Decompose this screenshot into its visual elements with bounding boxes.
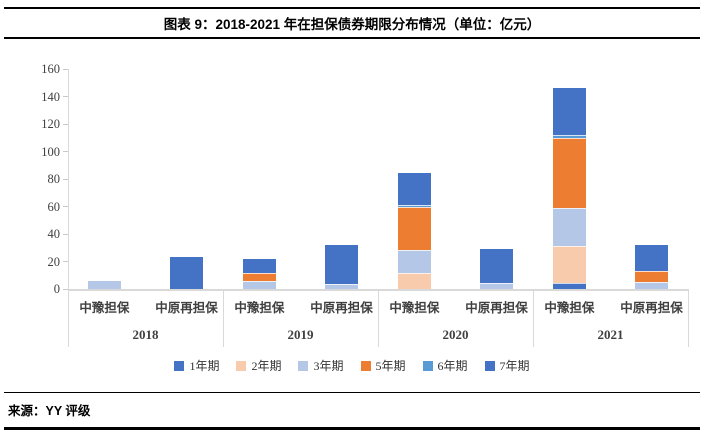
y-axis-tick-label: 20 — [47, 254, 61, 269]
x-category-label: 中豫担保 — [544, 301, 595, 315]
y-axis-tick-label: 60 — [47, 199, 61, 214]
y-axis-tick — [63, 123, 68, 125]
y-axis-tick — [63, 151, 68, 152]
legend-swatch-icon — [298, 360, 309, 371]
bar-segment-7年期 — [325, 245, 359, 284]
x-axis-group-divider — [378, 290, 379, 347]
x-year-label: 2021 — [597, 327, 624, 342]
bar-segment-2年期 — [397, 273, 431, 289]
legend-item-7年期: 7年期 — [484, 357, 530, 374]
x-axis-group-divider — [68, 290, 69, 347]
x-year-label: 2018 — [132, 327, 159, 342]
x-category-label: 中豫担保 — [79, 301, 130, 315]
y-axis-line — [68, 69, 69, 290]
source-label: 来源：YY 评级 — [8, 404, 91, 418]
stacked-bar — [87, 281, 121, 289]
y-axis-tick — [63, 96, 68, 97]
bar-segment-7年期 — [635, 245, 669, 272]
y-axis-tick-label: 40 — [47, 227, 61, 241]
legend-swatch-icon — [174, 360, 185, 371]
stacked-bar — [552, 88, 586, 289]
x-category-label: 中原再担保 — [465, 301, 528, 315]
y-axis-tick — [63, 288, 68, 290]
bar-segment-7年期 — [397, 173, 431, 205]
y-axis-tick — [63, 206, 68, 207]
legend-swatch-icon — [484, 360, 495, 371]
source-top-rule — [4, 392, 700, 393]
bar-segment-6年期 — [397, 204, 431, 208]
legend-item-2年期: 2年期 — [236, 357, 281, 374]
y-axis-tick — [63, 233, 68, 235]
stacked-bar — [397, 173, 431, 289]
stacked-bar — [325, 245, 359, 289]
x-year-label: 2019 — [287, 327, 314, 342]
legend-label: 7年期 — [499, 359, 530, 373]
bar-segment-3年期 — [242, 280, 276, 289]
legend-label: 6年期 — [437, 359, 468, 373]
stacked-bar — [480, 249, 514, 289]
x-axis-group-divider — [533, 290, 534, 347]
y-axis-tick — [63, 178, 68, 180]
bar-segment-2年期 — [552, 246, 586, 284]
bar-segment-5年期 — [552, 137, 586, 208]
legend-label: 1年期 — [189, 359, 220, 373]
legend-item-6年期: 6年期 — [422, 357, 468, 374]
stacked-bar — [242, 259, 276, 289]
y-axis-tick-label: 0 — [53, 282, 60, 296]
x-axis-group-divider — [688, 290, 689, 347]
bar-segment-6年期 — [552, 134, 586, 138]
y-axis-tick-label: 80 — [47, 172, 61, 186]
legend-label: 2年期 — [251, 359, 282, 373]
bar-segment-3年期 — [325, 283, 359, 289]
legend-item-1年期: 1年期 — [174, 357, 219, 374]
y-axis-tick — [63, 68, 68, 70]
y-axis-tick-label: 120 — [41, 117, 60, 131]
bar-segment-3年期 — [87, 281, 121, 289]
legend-swatch-icon — [422, 360, 433, 371]
x-category-label: 中原再担保 — [310, 301, 373, 315]
bar-segment-5年期 — [397, 207, 431, 250]
bar-segment-3年期 — [635, 282, 669, 289]
legend-item-5年期: 5年期 — [360, 357, 406, 374]
legend-swatch-icon — [360, 360, 371, 371]
stacked-bar — [170, 257, 204, 289]
bar-segment-1年期 — [552, 283, 586, 289]
source-bottom-rule — [4, 427, 700, 430]
bar-segment-3年期 — [397, 250, 431, 274]
bar-segment-7年期 — [242, 259, 276, 273]
stacked-bar — [635, 245, 669, 289]
title-top-rule — [4, 7, 700, 9]
bar-segment-7年期 — [480, 249, 514, 284]
legend-item-3年期: 3年期 — [298, 357, 344, 374]
x-category-label: 中原再担保 — [620, 301, 683, 315]
legend-label: 3年期 — [313, 359, 344, 373]
x-category-label: 中原再担保 — [155, 301, 218, 315]
x-year-label: 2020 — [442, 327, 469, 342]
y-axis-tick-label: 100 — [41, 144, 60, 159]
legend-swatch-icon — [236, 360, 247, 371]
x-category-label: 中豫担保 — [389, 301, 440, 315]
chart-legend: 1年期 2年期 3年期 5年期 6年期 7年期 — [0, 357, 704, 374]
x-category-label: 中豫担保 — [234, 301, 285, 315]
bar-segment-7年期 — [552, 88, 586, 135]
figure-title: 图表 9：2018-2021 年在担保债券期限分布情况（单位：亿元） — [163, 17, 541, 32]
bar-segment-5年期 — [242, 272, 276, 281]
y-axis-tick — [63, 261, 68, 262]
bar-segment-3年期 — [552, 207, 586, 247]
y-axis-tick-label: 140 — [41, 89, 60, 104]
legend-label: 5年期 — [375, 359, 406, 373]
x-axis-group-divider — [223, 290, 224, 347]
bar-segment-7年期 — [170, 257, 204, 289]
title-bottom-rule — [4, 37, 700, 39]
y-axis-tick-label: 160 — [41, 62, 60, 76]
bar-segment-5年期 — [635, 271, 669, 283]
bar-segment-3年期 — [480, 283, 514, 289]
